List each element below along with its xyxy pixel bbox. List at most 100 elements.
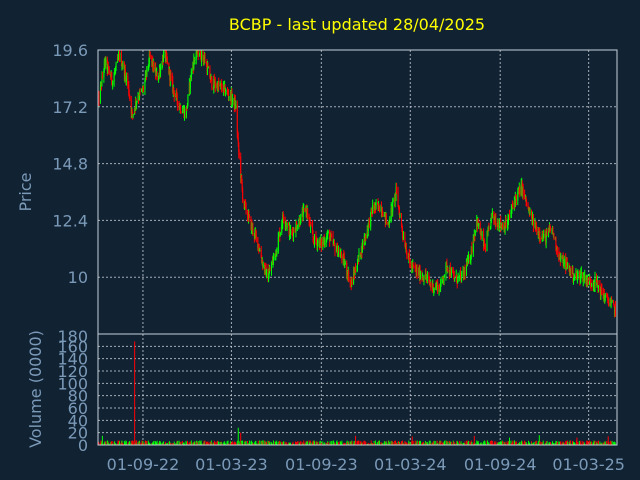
candle-body [158,72,160,78]
candle-body [594,277,596,287]
candle-body [320,239,322,247]
candle-body [228,96,230,98]
candle-body [471,246,473,253]
candle-body [493,211,495,220]
candle-body [497,222,499,227]
candle-body [227,94,229,97]
candle-body [382,215,384,217]
candle-body [608,302,610,307]
candle-body [195,52,197,60]
volume-y-tick-label: 140 [57,350,88,369]
candle-body [517,191,519,201]
candle-body [465,263,467,275]
candle-body [423,278,425,281]
candle-body [514,195,516,204]
candle-body [555,237,557,248]
candle-body [201,51,203,61]
x-tick-label: 01-03-24 [374,455,447,474]
candle-body [491,211,493,215]
candle-body [242,189,244,201]
candle-body [99,85,101,102]
candle-body [443,277,445,280]
candle-body [299,223,301,225]
candle-body [536,227,538,235]
price-y-tick-label: 19.6 [52,41,88,60]
candle-body [572,268,574,280]
candle-body [370,211,372,227]
candle-body [111,72,113,82]
candle-body [269,270,271,272]
candle-body [361,242,363,253]
candle-body [231,99,233,102]
candle-body [124,69,126,74]
candle-body [464,269,466,275]
x-axis-ticks: 01-09-22 01-03-23 01-09-23 01-03-24 01-09-24… [107,455,625,474]
volume-y-tick-label: 60 [68,399,88,418]
x-tick-label: 01-09-24 [464,455,537,474]
volume-y-tick-label: 80 [68,387,88,406]
candle-body [207,67,209,69]
candle-body [440,278,442,285]
candle-body [487,229,489,235]
candle-body [329,231,331,242]
candle-body [397,192,399,207]
candle-body [552,228,554,235]
candle-body [437,283,439,292]
candle-body [447,267,449,271]
candle-body [122,63,124,67]
candle-body [144,73,146,80]
candle-body [430,283,432,286]
candle-body [130,99,132,113]
candle-body [440,284,442,291]
candle-body [580,272,582,274]
candle-body [511,205,513,210]
x-tick-label: 01-03-25 [552,455,625,474]
candle-body [573,278,575,280]
candle-body [450,268,452,276]
candle-body [597,285,599,288]
candle-body [238,142,240,153]
candle-body [184,110,185,117]
candle-body [358,252,360,259]
candle-body [292,229,294,237]
candle-body [375,203,377,209]
candle-body [365,235,367,239]
price-grid [98,50,617,334]
candle-body [412,264,414,266]
x-tick-label: 01-09-22 [107,455,180,474]
candle-body [131,110,133,114]
candle-body [268,272,270,278]
candle-body [595,277,597,284]
price-y-tick-label: 17.2 [52,98,88,117]
candle-body [283,216,285,221]
candle-body [520,183,522,195]
candle-body [241,182,243,190]
candle-body [177,101,179,107]
candle-body [337,251,339,253]
candle-body [504,227,506,231]
candlesticks [97,50,618,320]
candle-body [108,70,110,74]
candle-body [214,81,216,87]
candle-body [300,214,302,224]
candle-body [187,94,189,104]
candle-body [144,79,146,90]
candle-body [107,65,109,71]
candle-body [120,55,122,66]
candle-body [324,242,326,245]
candle-body [303,208,305,210]
candle-body [269,270,271,273]
candle-body [176,93,178,102]
candle-body [368,220,370,227]
candle-body [508,214,510,217]
candle-body [545,234,547,243]
candle-body [209,67,211,79]
candle-body [339,254,341,257]
candle-body [344,262,346,264]
candle-body [584,275,586,281]
candle-body [378,210,380,212]
candle-body [240,156,242,179]
price-y-tick-label: 14.8 [52,155,88,174]
